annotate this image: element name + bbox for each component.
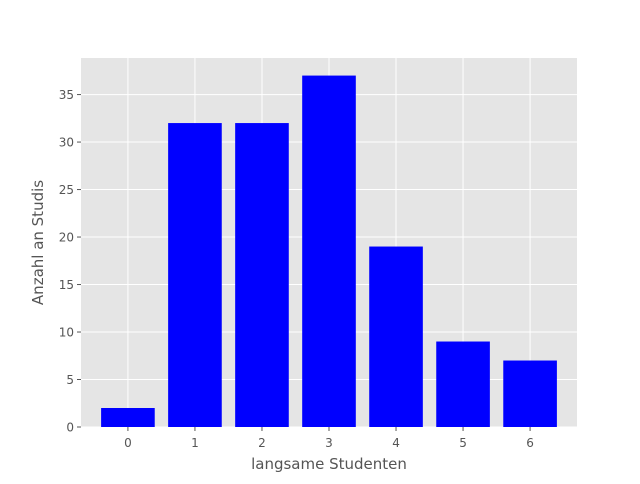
x-tick-label: 3: [325, 436, 333, 450]
x-axis-ticks: 0 1 2 3 4 5 6: [124, 427, 534, 450]
bar-0: [101, 408, 155, 427]
x-tick-label: 5: [459, 436, 467, 450]
bar-4: [369, 246, 423, 427]
bar-6: [503, 360, 557, 427]
x-axis-label: langsame Studenten: [251, 455, 407, 473]
y-tick-label: 30: [59, 136, 74, 150]
y-tick-label: 25: [59, 183, 74, 197]
y-tick-label: 0: [66, 421, 74, 435]
x-tick-label: 4: [392, 436, 400, 450]
bar-5: [436, 341, 490, 427]
y-tick-label: 15: [59, 278, 74, 292]
y-tick-label: 20: [59, 231, 74, 245]
x-tick-label: 2: [258, 436, 266, 450]
bar-3: [302, 75, 356, 428]
x-tick-label: 0: [124, 436, 132, 450]
bar-1: [168, 123, 222, 428]
bar-2: [235, 123, 289, 428]
y-tick-label: 10: [59, 326, 74, 340]
y-tick-label: 35: [59, 88, 74, 102]
x-tick-label: 1: [191, 436, 199, 450]
bars: [101, 75, 557, 428]
y-axis-label: Anzahl an Studis: [29, 180, 47, 305]
y-axis-ticks: 0 5 10 15 20 25 30 35: [59, 88, 81, 435]
y-tick-label: 5: [66, 373, 74, 387]
x-tick-label: 6: [526, 436, 534, 450]
